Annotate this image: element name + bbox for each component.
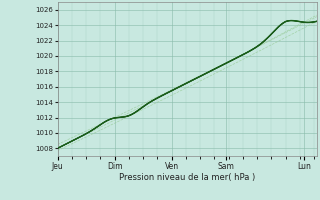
X-axis label: Pression niveau de la mer( hPa ): Pression niveau de la mer( hPa ) xyxy=(119,173,255,182)
